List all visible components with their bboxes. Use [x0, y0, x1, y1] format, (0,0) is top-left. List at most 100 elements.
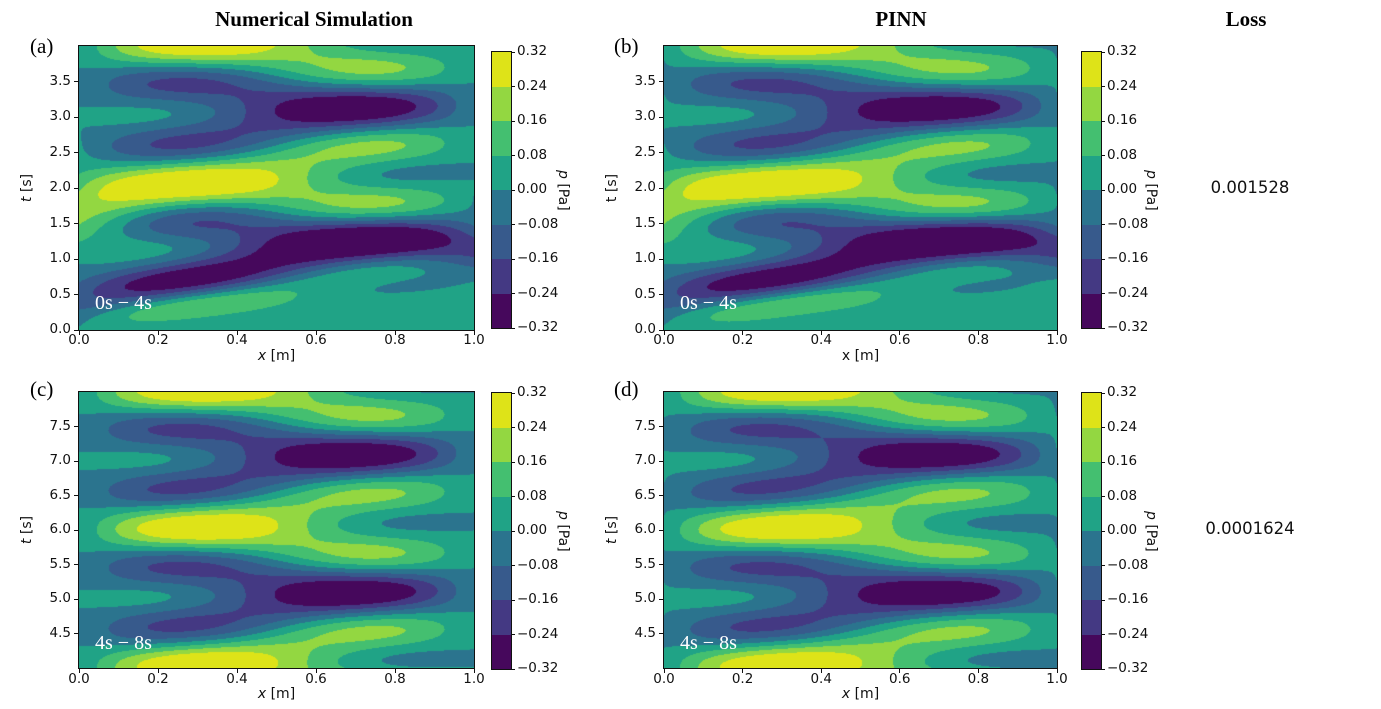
y-axis-label-text-a-var: t	[19, 196, 35, 203]
time-window-annotation-b: 0s − 4s	[680, 292, 737, 314]
y-tick-mark-a	[74, 116, 78, 118]
y-axis-label-text-c: t [s]	[19, 515, 35, 545]
y-tick-label-c: 6.0	[49, 521, 71, 537]
colorbar-tick-mark-b	[1102, 155, 1105, 156]
colorbar-tick-label-a: −0.24	[517, 284, 559, 301]
colorbar-tick-mark-c	[512, 668, 515, 670]
colorbar-band-d-3	[1082, 496, 1101, 531]
time-window-annotation-a: 0s − 4s	[95, 292, 152, 314]
colorbar-tick-mark-a	[512, 86, 515, 87]
colorbar-c	[491, 392, 512, 670]
colorbar-tick-label-c: −0.24	[517, 625, 559, 642]
colorbar-band-d-5	[1082, 565, 1101, 600]
y-axis-label-b: t [s]	[604, 174, 620, 202]
x-tick-label-d: 0.2	[731, 671, 754, 687]
colorbar-label-a: p [Pa]	[555, 145, 571, 235]
y-tick-mark-c	[74, 598, 78, 600]
colorbar-label-text-a-var: p	[555, 169, 571, 179]
x-axis-label-a: x [m]	[258, 348, 295, 364]
y-tick-label-b: 2.5	[634, 143, 656, 160]
colorbar-tick-label-d: −0.32	[1107, 660, 1149, 676]
colorbar-label-text-c: p [Pa]	[555, 510, 571, 552]
colorbar-tick-label-a: 0.00	[517, 181, 548, 197]
y-tick-mark-b	[659, 116, 663, 118]
colorbar-band-b-4	[1082, 190, 1101, 225]
colorbar-band-d-1	[1082, 427, 1101, 462]
colorbar-label-c: p [Pa]	[555, 486, 571, 576]
colorbar-band-c-3	[492, 496, 511, 531]
colorbar-tick-mark-b	[1102, 258, 1105, 260]
colorbar-tick-label-d: −0.24	[1107, 625, 1149, 642]
x-axis-label-text-b: x [m]	[841, 348, 880, 364]
x-tick-mark-c	[157, 669, 159, 673]
x-tick-label-b: 0.8	[967, 332, 990, 348]
colorbar-band-a-1	[492, 86, 511, 121]
y-axis-label-text-b: t [s]	[604, 173, 620, 203]
colorbar-band-a-3	[492, 155, 511, 190]
colorbar-tick-mark-c	[512, 599, 515, 601]
colorbar-tick-label-a: −0.32	[517, 319, 559, 335]
x-tick-label-c: 0.0	[68, 671, 90, 687]
colorbar-band-b-1	[1082, 86, 1101, 121]
y-tick-label-b: 0.5	[634, 285, 656, 302]
colorbar-tick-mark-a	[512, 224, 515, 225]
x-tick-mark-a	[394, 331, 396, 335]
y-tick-mark-b	[659, 187, 663, 189]
colorbar-b	[1081, 51, 1102, 329]
x-tick-label-d: 0.4	[810, 671, 832, 687]
colorbar-tick-label-d: 0.00	[1107, 522, 1138, 538]
x-tick-label-a: 0.8	[384, 332, 406, 348]
y-tick-label-d: 7.0	[634, 452, 656, 468]
colorbar-band-d-6	[1082, 600, 1101, 635]
colorbar-tick-label-b: −0.16	[1107, 250, 1149, 266]
colorbar-label-text-b: p [Pa]	[1143, 169, 1159, 211]
colorbar-tick-label-d: −0.16	[1107, 591, 1149, 607]
x-tick-label-c: 0.4	[226, 671, 248, 687]
colorbar-band-a-0	[492, 52, 511, 87]
colorbar-band-c-1	[492, 427, 511, 462]
colorbar-tick-mark-d	[1102, 634, 1105, 635]
y-tick-mark-d	[659, 426, 663, 427]
time-window-annotation-c: 4s − 8s	[95, 632, 152, 654]
y-tick-mark-b	[659, 152, 663, 153]
column-title-numerical-simulation: Numerical Simulation	[215, 7, 413, 31]
x-tick-label-b: 0.4	[810, 332, 832, 348]
x-tick-label-a: 0.0	[68, 332, 90, 348]
colorbar-a	[491, 51, 512, 329]
y-tick-mark-a	[74, 187, 78, 189]
colorbar-tick-label-b: 0.00	[1107, 181, 1138, 197]
panel-letter-d: (d)	[614, 377, 639, 401]
y-tick-label-c: 4.5	[49, 624, 71, 641]
y-tick-label-c: 5.5	[49, 555, 71, 572]
colorbar-band-b-3	[1082, 155, 1101, 190]
x-tick-mark-b	[742, 331, 744, 335]
colorbar-tick-label-b: 0.16	[1107, 112, 1138, 128]
colorbar-tick-label-a: −0.08	[517, 215, 559, 232]
colorbar-label-text-c-var: p	[555, 510, 571, 520]
y-tick-mark-a	[74, 258, 78, 260]
colorbar-tick-label-c: −0.32	[517, 660, 559, 676]
x-tick-mark-c	[315, 669, 317, 673]
y-tick-label-a: 3.5	[49, 72, 71, 89]
colorbar-label-d: p [Pa]	[1143, 486, 1159, 576]
colorbar-band-d-2	[1082, 462, 1101, 497]
colorbar-tick-mark-d	[1102, 599, 1105, 601]
y-tick-label-b: 0.0	[634, 321, 656, 337]
y-tick-mark-c	[74, 564, 78, 565]
colorbar-tick-mark-c	[512, 496, 515, 497]
colorbar-band-c-5	[492, 565, 511, 600]
x-tick-label-b: 1.0	[1046, 332, 1068, 348]
colorbar-tick-mark-d	[1102, 530, 1105, 532]
colorbar-tick-mark-c	[512, 530, 515, 532]
y-tick-mark-d	[659, 598, 663, 600]
y-tick-label-c: 7.5	[49, 417, 71, 434]
y-tick-mark-b	[659, 294, 663, 295]
x-tick-label-a: 0.4	[226, 332, 248, 348]
time-window-annotation-d: 4s − 8s	[680, 632, 737, 654]
colorbar-tick-label-a: 0.16	[517, 112, 548, 128]
y-tick-label-a: 2.5	[49, 143, 71, 160]
x-tick-mark-b	[663, 331, 665, 335]
panel-letter-c: (c)	[30, 377, 54, 401]
colorbar-tick-mark-a	[512, 51, 515, 53]
colorbar-band-a-6	[492, 259, 511, 294]
